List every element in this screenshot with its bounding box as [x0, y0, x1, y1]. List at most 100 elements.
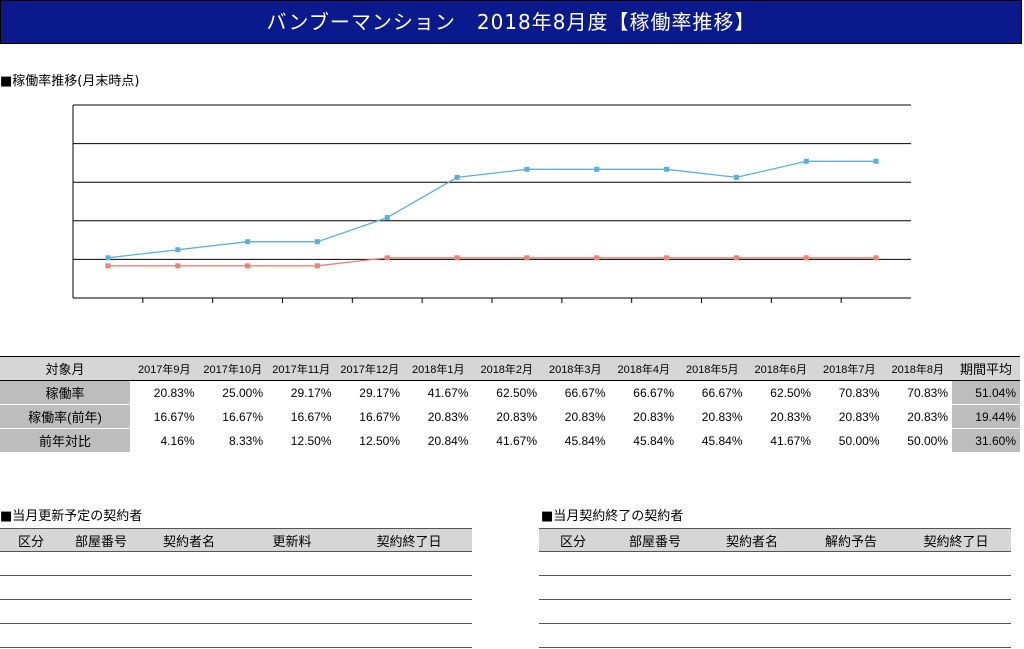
table-cell: 62.50%: [746, 380, 815, 405]
termination-section-title: ■当月契約終了の契約者: [541, 509, 684, 524]
table-cell: 20.83%: [815, 404, 884, 429]
table-cell: 50.00%: [883, 428, 952, 453]
data-point: [873, 255, 879, 261]
column-header: 2017年12月: [335, 356, 404, 381]
table-row[interactable]: [539, 551, 1011, 576]
table-row[interactable]: [0, 551, 472, 576]
table-cell: 4.16%: [130, 428, 199, 453]
occupancy-line-chart: [72, 104, 911, 303]
column-header: 区分: [0, 528, 62, 552]
table-cell: 20.83%: [883, 404, 952, 429]
column-header: 期間平均: [952, 356, 1020, 381]
column-header: 2018年6月: [746, 356, 815, 381]
table-row[interactable]: [0, 599, 472, 624]
column-header: 区分: [539, 528, 607, 552]
chart-section-title: ■稼働率推移(月末時点): [0, 74, 140, 89]
column-header: 2018年7月: [815, 356, 884, 381]
table-cell: 41.67%: [404, 380, 473, 405]
data-point: [175, 263, 181, 269]
average-cell: 31.60%: [952, 428, 1020, 453]
table-cell: 66.67%: [609, 380, 678, 405]
row-label: 前年対比: [0, 428, 130, 453]
data-point: [384, 255, 390, 261]
report-title-banner: バンブーマンション 2018年8月度【稼働率推移】: [0, 0, 1022, 44]
data-point: [594, 166, 600, 172]
table-cell: 20.83%: [746, 404, 815, 429]
data-point: [803, 255, 809, 261]
data-point: [175, 247, 181, 253]
average-cell: 51.04%: [952, 380, 1020, 405]
column-header: 2017年10月: [198, 356, 267, 381]
data-point: [524, 255, 530, 261]
column-header: 契約者名: [703, 528, 801, 552]
column-header: 契約終了日: [901, 528, 1011, 552]
data-point: [454, 174, 460, 180]
data-point: [664, 255, 670, 261]
column-header: 契約終了日: [346, 528, 472, 552]
table-row: 前年対比 4.16% 8.33% 12.50% 12.50% 20.84% 41.67% 45…: [0, 428, 1020, 453]
table-cell: 66.67%: [678, 380, 747, 405]
data-point: [664, 166, 670, 172]
data-point: [454, 255, 460, 261]
table-row[interactable]: [539, 599, 1011, 624]
table-cell: 8.33%: [198, 428, 267, 453]
data-point: [314, 263, 320, 269]
table-row[interactable]: [0, 575, 472, 600]
table-cell: 45.84%: [678, 428, 747, 453]
column-header: 2018年8月: [883, 356, 952, 381]
termination-table: 区分 部屋番号 契約者名 解約予告 契約終了日: [539, 528, 1011, 648]
data-point: [105, 263, 111, 269]
column-header: 更新料: [238, 528, 346, 552]
column-header: 対象月: [0, 356, 130, 381]
table-cell: 20.83%: [404, 404, 473, 429]
data-point: [245, 263, 251, 269]
average-cell: 19.44%: [952, 404, 1020, 429]
column-header: 2018年2月: [472, 356, 541, 381]
data-point: [733, 255, 739, 261]
table-row[interactable]: [539, 623, 1011, 648]
data-point: [873, 158, 879, 164]
table-cell: 41.67%: [746, 428, 815, 453]
data-point: [594, 255, 600, 261]
column-header: 部屋番号: [62, 528, 140, 552]
table-header-row: 対象月 2017年9月 2017年10月 2017年11月 2017年12月 2018年1…: [0, 356, 1020, 381]
table-cell: 20.84%: [404, 428, 473, 453]
renewal-section-title: ■当月更新予定の契約者: [0, 509, 143, 524]
row-label: 稼働率(前年): [0, 404, 130, 429]
column-header: 解約予告: [801, 528, 901, 552]
table-row: 稼働率(前年) 16.67% 16.67% 16.67% 16.67% 20.83% 20.…: [0, 404, 1020, 429]
table-row[interactable]: [539, 575, 1011, 600]
column-header: 2017年9月: [130, 356, 199, 381]
table-cell: 66.67%: [541, 380, 610, 405]
table-cell: 45.84%: [609, 428, 678, 453]
table-cell: 16.67%: [198, 404, 267, 429]
table-cell: 29.17%: [267, 380, 336, 405]
table-cell: 16.67%: [267, 404, 336, 429]
data-point: [803, 158, 809, 164]
table-cell: 20.83%: [541, 404, 610, 429]
report-title: バンブーマンション 2018年8月度【稼働率推移】: [266, 10, 756, 34]
series-line: [107, 160, 877, 259]
data-point: [314, 239, 320, 245]
table-cell: 16.67%: [130, 404, 199, 429]
table-cell: 16.67%: [335, 404, 404, 429]
table-cell: 20.83%: [609, 404, 678, 429]
table-row: 稼働率 20.83% 25.00% 29.17% 29.17% 41.67% 62.50% 6…: [0, 380, 1020, 405]
table-row[interactable]: [0, 623, 472, 648]
data-point: [245, 239, 251, 245]
data-point: [105, 255, 111, 261]
row-label: 稼働率: [0, 380, 130, 405]
table-cell: 70.83%: [815, 380, 884, 405]
renewal-table: 区分 部屋番号 契約者名 更新料 契約終了日: [0, 528, 472, 648]
table-cell: 20.83%: [472, 404, 541, 429]
column-header: 2018年1月: [404, 356, 473, 381]
table-cell: 50.00%: [815, 428, 884, 453]
table-cell: 12.50%: [335, 428, 404, 453]
column-header: 部屋番号: [607, 528, 703, 552]
table-cell: 20.83%: [678, 404, 747, 429]
table-cell: 29.17%: [335, 380, 404, 405]
data-point: [733, 174, 739, 180]
table-cell: 12.50%: [267, 428, 336, 453]
table-cell: 41.67%: [472, 428, 541, 453]
column-header: 2018年4月: [609, 356, 678, 381]
